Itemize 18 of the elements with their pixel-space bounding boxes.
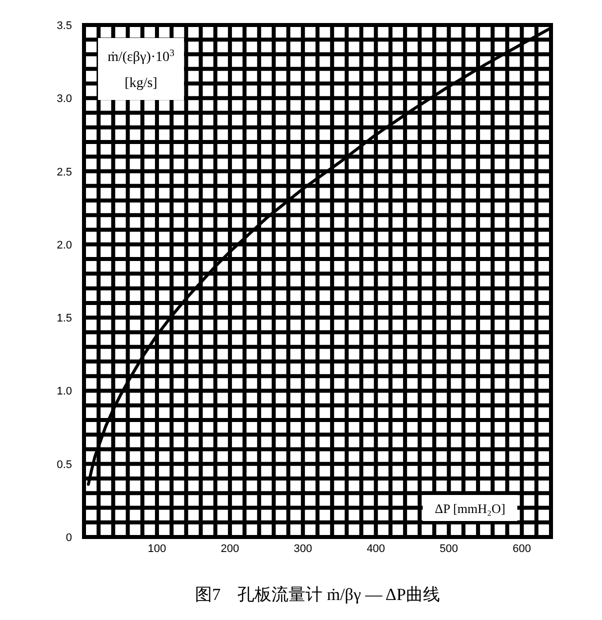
x-tick-label: 500 [440, 543, 458, 555]
x-tick-label: 300 [294, 543, 312, 555]
x-axis-title: ΔP [mmH₂O] [434, 501, 506, 516]
y-tick-label: 0 [66, 532, 72, 544]
y-tick-label: 3.0 [56, 93, 72, 106]
y-tick-label: 3.5 [56, 20, 72, 32]
ylabel: ṁ/(εβγ)·10$^{3}$ [kg/s] [98, 38, 184, 100]
text: 图7 孔板流量计 ṁ/βγ — ΔP曲线 [195, 585, 440, 604]
x-tick-label: 100 [148, 543, 166, 555]
y-tick-label: 1.5 [56, 312, 72, 325]
y-tick-label: 2.0 [56, 239, 72, 252]
y-tick-label: 0.5 [56, 458, 72, 471]
x-tick-label: 400 [366, 543, 386, 555]
x-tick-label: 200 [220, 543, 240, 555]
y-tick-label: 2.5 [56, 166, 72, 178]
y-tick-label: 1.0 [56, 386, 72, 398]
x-tick-label: 600 [512, 543, 531, 555]
xlabel: ΔP [mmH₂O] [422, 495, 518, 521]
